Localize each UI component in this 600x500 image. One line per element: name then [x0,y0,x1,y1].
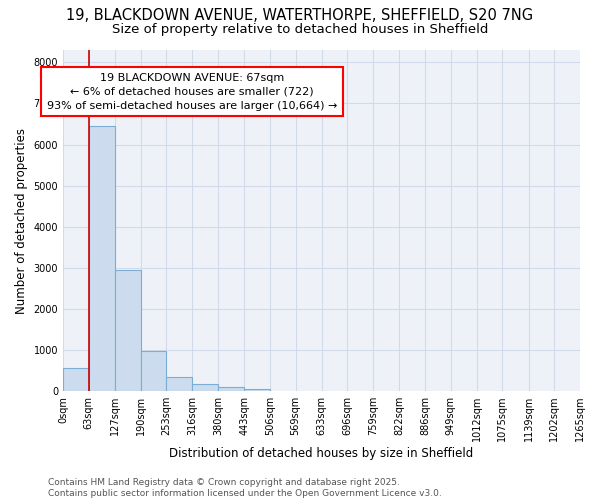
Text: Size of property relative to detached houses in Sheffield: Size of property relative to detached ho… [112,22,488,36]
Text: 19 BLACKDOWN AVENUE: 67sqm
← 6% of detached houses are smaller (722)
93% of semi: 19 BLACKDOWN AVENUE: 67sqm ← 6% of detac… [47,72,337,110]
Bar [115,270,140,391]
Text: Contains HM Land Registry data © Crown copyright and database right 2025.
Contai: Contains HM Land Registry data © Crown c… [48,478,442,498]
Bar [218,387,244,391]
Bar [244,389,270,391]
X-axis label: Distribution of detached houses by size in Sheffield: Distribution of detached houses by size … [169,447,473,460]
Y-axis label: Number of detached properties: Number of detached properties [15,128,28,314]
Text: 19, BLACKDOWN AVENUE, WATERTHORPE, SHEFFIELD, S20 7NG: 19, BLACKDOWN AVENUE, WATERTHORPE, SHEFF… [67,8,533,22]
Bar [89,126,115,391]
Bar [192,384,218,391]
Bar [166,376,192,391]
Bar [140,351,166,391]
Bar [63,368,89,391]
